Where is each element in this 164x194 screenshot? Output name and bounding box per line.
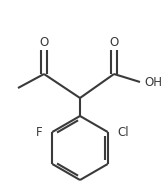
Text: O: O [109, 36, 119, 49]
Text: Cl: Cl [117, 126, 129, 139]
Text: OH: OH [144, 75, 162, 88]
Text: O: O [39, 36, 49, 49]
Text: F: F [36, 126, 43, 139]
